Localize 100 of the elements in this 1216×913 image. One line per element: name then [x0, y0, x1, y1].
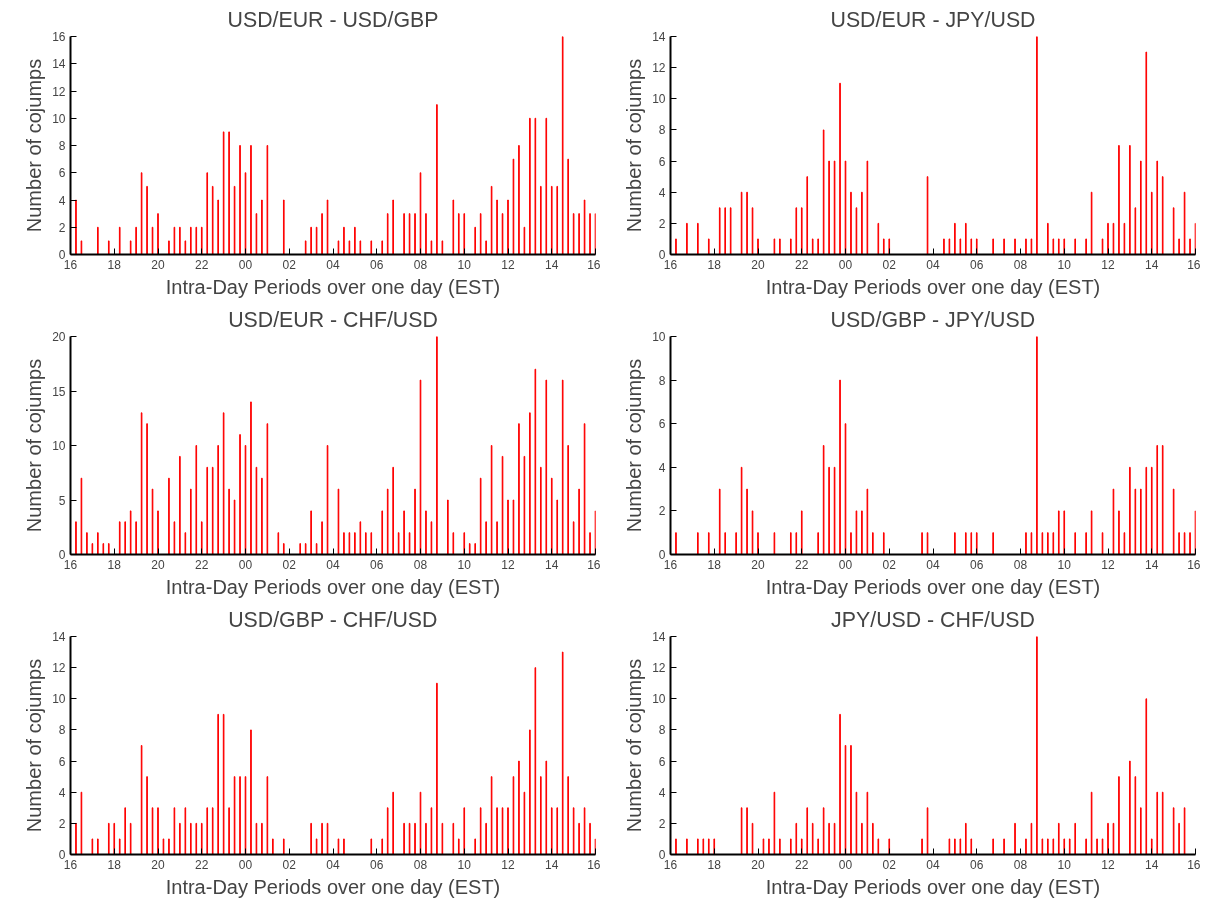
- y-tick-label: 12: [652, 61, 666, 76]
- x-tick-label: 10: [457, 557, 472, 572]
- x-tick-label: 22: [795, 557, 809, 572]
- x-tick-label: 04: [326, 257, 340, 272]
- x-tick-label: 00: [838, 557, 853, 572]
- y-tick-label: 0: [658, 548, 666, 562]
- x-tick-label: 08: [413, 557, 428, 572]
- y-tick-label: 4: [58, 785, 66, 800]
- y-tick-label: 0: [58, 848, 66, 862]
- y-tick-label: 8: [58, 723, 66, 738]
- chart-title: USD/EUR - USD/GBP: [227, 7, 439, 32]
- y-tick-label: 12: [652, 661, 666, 676]
- y-axis-title: Number of cojumps: [23, 358, 46, 533]
- y-tick-label: 6: [658, 754, 666, 769]
- y-tick-label: 4: [58, 193, 66, 208]
- x-tick-label: 04: [326, 857, 340, 872]
- y-tick-label: 8: [658, 723, 666, 738]
- x-tick-label: 02: [882, 257, 897, 272]
- y-tick-label: 8: [658, 373, 666, 388]
- x-tick-label: 06: [370, 557, 384, 572]
- x-tick-label: 16: [1187, 257, 1201, 272]
- chart-title: USD/GBP - CHF/USD: [228, 607, 438, 632]
- y-tick-label: 10: [652, 330, 666, 344]
- y-tick-label: 0: [58, 548, 66, 562]
- x-tick-label: 22: [795, 857, 809, 872]
- x-tick-label: 14: [1145, 557, 1159, 572]
- x-tick-label: 12: [1101, 557, 1115, 572]
- x-tick-label: 04: [926, 857, 940, 872]
- x-tick-label: 10: [457, 257, 472, 272]
- x-tick-label: 08: [1013, 557, 1028, 572]
- x-tick-label: 14: [545, 857, 559, 872]
- y-tick-label: 10: [52, 439, 66, 453]
- y-tick-label: 15: [52, 384, 66, 399]
- y-tick-label: 14: [652, 30, 666, 44]
- x-tick-label: 02: [882, 557, 897, 572]
- chart-title: USD/EUR - JPY/USD: [830, 7, 1036, 32]
- x-tick-label: 16: [587, 257, 601, 272]
- x-tick-label: 00: [238, 557, 253, 572]
- x-tick-label: 12: [1101, 857, 1115, 872]
- y-tick-label: 0: [658, 248, 666, 262]
- x-tick-label: 18: [707, 257, 722, 272]
- y-axis-title: Number of cojumps: [23, 58, 46, 233]
- x-tick-label: 22: [795, 257, 809, 272]
- x-tick-label: 20: [751, 257, 765, 272]
- x-tick-label: 02: [882, 857, 897, 872]
- x-tick-label: 16: [587, 857, 601, 872]
- x-tick-label: 12: [501, 557, 515, 572]
- y-tick-label: 4: [658, 460, 666, 475]
- x-tick-label: 08: [1013, 257, 1028, 272]
- y-tick-label: 10: [52, 692, 66, 707]
- x-tick-label: 06: [970, 257, 984, 272]
- x-tick-label: 06: [370, 857, 384, 872]
- x-tick-label: 14: [545, 557, 559, 572]
- y-tick-label: 14: [52, 630, 66, 644]
- chart-title: USD/EUR - CHF/USD: [228, 307, 438, 332]
- y-tick-label: 4: [658, 185, 666, 200]
- y-axis-title: Number of cojumps: [623, 358, 646, 533]
- chart-title: JPY/USD - CHF/USD: [831, 607, 1035, 632]
- y-tick-label: 8: [58, 139, 66, 153]
- x-tick-label: 02: [282, 857, 297, 872]
- x-tick-label: 20: [151, 257, 165, 272]
- x-axis-title: Intra-Day Periods over one day (EST): [165, 275, 501, 298]
- x-tick-label: 02: [282, 557, 297, 572]
- y-tick-label: 14: [52, 57, 66, 72]
- x-tick-label: 10: [1057, 857, 1072, 872]
- y-tick-label: 2: [658, 816, 666, 831]
- x-axis-title: Intra-Day Periods over one day (EST): [165, 875, 501, 898]
- x-tick-label: 04: [926, 257, 940, 272]
- y-tick-label: 6: [658, 417, 666, 432]
- x-axis-title: Intra-Day Periods over one day (EST): [765, 575, 1101, 598]
- x-tick-label: 18: [707, 857, 722, 872]
- y-tick-label: 10: [652, 92, 666, 107]
- x-tick-label: 06: [970, 557, 984, 572]
- x-tick-label: 04: [926, 557, 940, 572]
- x-tick-label: 16: [1187, 857, 1201, 872]
- x-tick-label: 00: [838, 257, 853, 272]
- x-tick-label: 00: [838, 857, 853, 872]
- x-tick-label: 08: [1013, 857, 1028, 872]
- y-tick-label: 14: [652, 630, 666, 644]
- y-tick-label: 6: [58, 166, 66, 181]
- x-tick-label: 14: [545, 257, 559, 272]
- y-tick-label: 8: [658, 123, 666, 138]
- chart-title: USD/GBP - JPY/USD: [830, 307, 1036, 332]
- x-tick-label: 14: [1145, 257, 1159, 272]
- y-tick-label: 6: [658, 154, 666, 169]
- x-tick-label: 12: [1101, 257, 1115, 272]
- x-tick-label: 10: [1057, 557, 1072, 572]
- x-tick-label: 22: [195, 257, 209, 272]
- x-tick-label: 22: [195, 557, 209, 572]
- y-tick-label: 0: [658, 848, 666, 862]
- x-tick-label: 20: [751, 857, 765, 872]
- x-tick-label: 18: [107, 557, 122, 572]
- y-axis-title: Number of cojumps: [623, 58, 646, 233]
- y-axis-title: Number of cojumps: [23, 658, 46, 833]
- y-tick-label: 2: [58, 220, 66, 235]
- y-axis-title: Number of cojumps: [623, 658, 646, 833]
- x-tick-label: 06: [970, 857, 984, 872]
- y-tick-label: 10: [52, 111, 66, 126]
- y-tick-label: 6: [58, 754, 66, 769]
- x-tick-label: 08: [413, 857, 428, 872]
